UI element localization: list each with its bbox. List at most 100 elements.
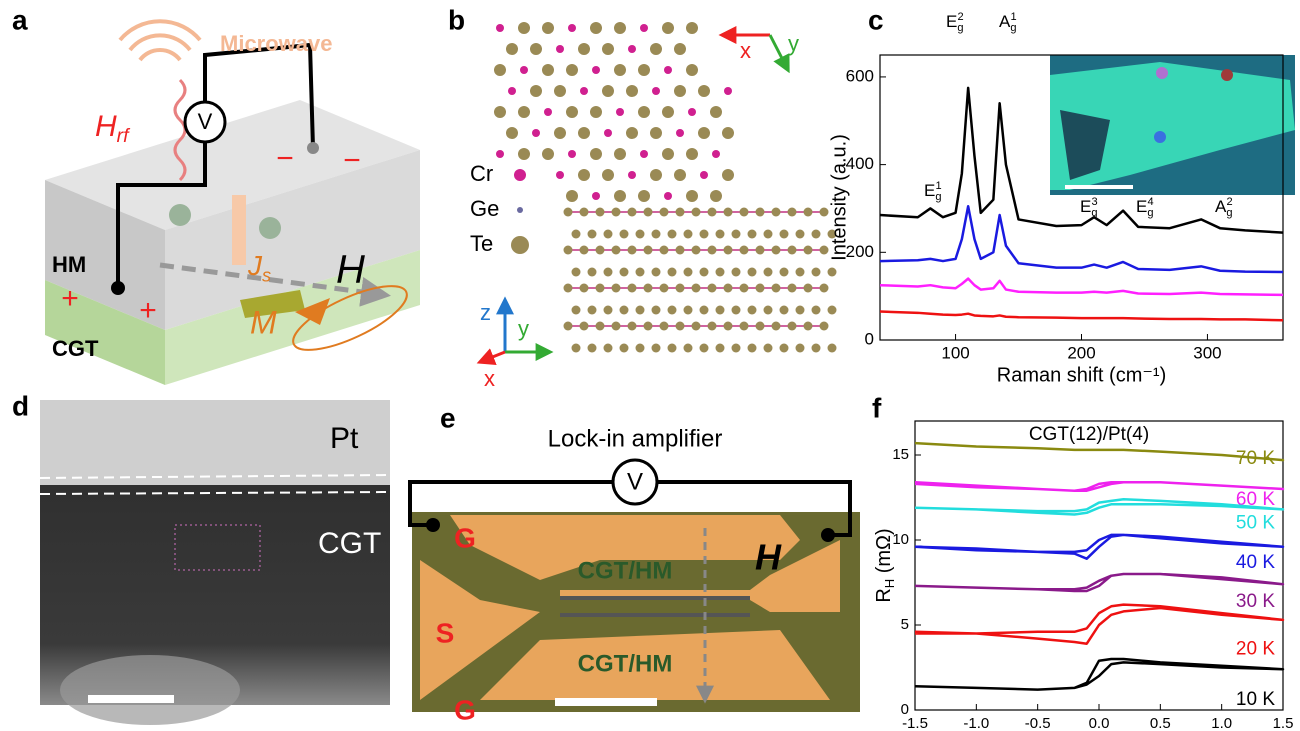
label-cgt: CGT: [52, 336, 99, 361]
te-atom: [580, 284, 589, 293]
te-atom: [708, 246, 717, 255]
te-atom: [820, 284, 829, 293]
series-label: 70 K: [1236, 448, 1275, 469]
te-atom: [772, 208, 781, 217]
figure: abcdefMicrowaveHrfVJsHMHMCGT++−−CrGeTexy…: [0, 0, 1300, 731]
te-atom: [506, 43, 518, 55]
text-base: E: [946, 12, 957, 31]
text-base: E: [1136, 197, 1147, 216]
te-atom: [764, 306, 773, 315]
te-atom: [716, 230, 725, 239]
te-atom: [612, 284, 621, 293]
text-superscript: 4: [1148, 196, 1154, 208]
te-atom: [620, 230, 629, 239]
te-atom: [812, 306, 821, 315]
cr-atom: [580, 87, 588, 95]
te-atom: [724, 208, 733, 217]
te-atom: [684, 268, 693, 277]
x-tick-label: 0.5: [1150, 715, 1171, 731]
cr-atom: [616, 108, 624, 116]
te-atom: [828, 268, 837, 277]
te-atom: [764, 230, 773, 239]
te-atom: [796, 230, 805, 239]
te-atom: [828, 306, 837, 315]
series-label: 50 K: [1236, 513, 1275, 534]
crystal-structure: [494, 22, 837, 353]
peak-label: Eg4: [1136, 196, 1154, 219]
microwave-waves: [120, 21, 200, 60]
te-atom: [578, 169, 590, 181]
te-atom: [674, 85, 686, 97]
te-atom: [628, 284, 637, 293]
te-atom: [604, 230, 613, 239]
te-atom: [698, 85, 710, 97]
x-tick-label: 200: [1067, 343, 1095, 362]
x-tick-label: 300: [1193, 343, 1221, 362]
te-atom: [804, 284, 813, 293]
te-atom: [788, 246, 797, 255]
charge-sign: −: [276, 142, 294, 175]
te-atom: [796, 268, 805, 277]
te-atom: [686, 190, 698, 202]
x-tick-label: 1.0: [1211, 715, 1232, 731]
layer-label: CGT: [318, 527, 381, 560]
te-atom: [572, 306, 581, 315]
te-atom: [796, 344, 805, 353]
te-atom: [772, 246, 781, 255]
peak-label: Ag1: [999, 11, 1017, 34]
text-base: J: [247, 250, 263, 281]
te-atom: [812, 230, 821, 239]
te-atom: [668, 268, 677, 277]
te-atom: [780, 230, 789, 239]
cr-atom: [568, 150, 576, 158]
te-atom: [578, 43, 590, 55]
te-atom: [652, 344, 661, 353]
cr-atom: [640, 24, 648, 32]
text-subscript: rf: [117, 125, 131, 147]
text-superscript: 2: [958, 11, 964, 23]
label-microwave: Microwave: [220, 31, 333, 56]
contact: [111, 281, 125, 295]
te-atom: [542, 148, 554, 160]
text-superscript: 3: [1092, 196, 1098, 208]
te-atom: [652, 268, 661, 277]
contact: [821, 528, 835, 542]
te-atom: [692, 208, 701, 217]
te-atom: [710, 106, 722, 118]
te-atom: [740, 322, 749, 331]
te-atom: [780, 344, 789, 353]
cr-atom: [724, 87, 732, 95]
te-atom: [748, 268, 757, 277]
te-atom: [660, 322, 669, 331]
label-magnetization: M: [250, 304, 277, 340]
te-atom: [612, 322, 621, 331]
te-atom: [596, 284, 605, 293]
te-atom: [804, 208, 813, 217]
text-base: E: [924, 181, 935, 200]
text-subscript: H: [882, 579, 897, 588]
te-atom: [638, 190, 650, 202]
charge-sign: −: [343, 144, 361, 177]
te-atom: [564, 208, 573, 217]
te-atom: [506, 127, 518, 139]
optical-image: [1050, 55, 1295, 195]
field-label: H: [755, 537, 782, 578]
legend-atom: [511, 236, 529, 254]
panel-label: c: [868, 4, 884, 35]
te-atom: [596, 246, 605, 255]
te-atom: [530, 85, 542, 97]
te-atom: [518, 106, 530, 118]
te-atom: [644, 322, 653, 331]
te-atom: [494, 64, 506, 76]
te-atom: [578, 127, 590, 139]
contact: [426, 518, 440, 532]
te-atom: [812, 268, 821, 277]
te-atom: [700, 268, 709, 277]
te-atom: [580, 208, 589, 217]
te-atom: [676, 284, 685, 293]
te-atom: [614, 64, 626, 76]
cr-atom: [508, 87, 516, 95]
legend-label: Cr: [470, 161, 493, 186]
te-atom: [748, 306, 757, 315]
peak-label: Eg1: [924, 180, 942, 203]
